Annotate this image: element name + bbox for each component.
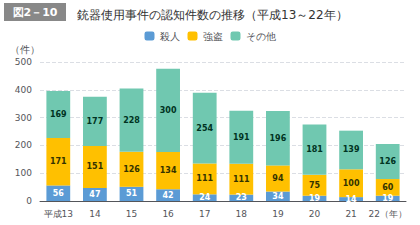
svg-text:228: 228: [123, 116, 140, 125]
svg-text:111: 111: [233, 175, 250, 184]
svg-text:銃器使用事件の認知件数の推移（平成13～22年）: 銃器使用事件の認知件数の推移（平成13～22年）: [77, 8, 348, 22]
svg-text:20: 20: [309, 209, 321, 219]
svg-text:22（年）: 22（年）: [368, 209, 406, 219]
svg-text:56: 56: [53, 189, 65, 198]
svg-text:196: 196: [270, 134, 287, 143]
svg-text:75: 75: [309, 181, 321, 190]
svg-text:134: 134: [160, 166, 177, 175]
svg-text:181: 181: [306, 145, 323, 154]
svg-text:171: 171: [50, 157, 67, 166]
svg-text:60: 60: [382, 183, 394, 192]
svg-text:100: 100: [343, 179, 360, 188]
svg-text:177: 177: [87, 117, 104, 126]
svg-text:（件）: （件）: [10, 44, 40, 55]
svg-text:111: 111: [196, 174, 213, 183]
svg-text:14: 14: [346, 195, 358, 204]
svg-text:21: 21: [345, 209, 356, 219]
svg-text:126: 126: [379, 157, 396, 166]
svg-text:126: 126: [123, 165, 140, 174]
svg-text:その他: その他: [246, 31, 276, 42]
svg-text:42: 42: [163, 191, 174, 200]
svg-text:100: 100: [15, 168, 32, 178]
svg-text:300: 300: [15, 113, 32, 123]
svg-text:34: 34: [272, 192, 284, 201]
svg-text:23: 23: [236, 193, 247, 202]
svg-text:400: 400: [15, 85, 32, 95]
svg-text:図2－10: 図2－10: [13, 6, 58, 19]
svg-text:殺人: 殺人: [160, 31, 180, 42]
svg-text:94: 94: [272, 174, 284, 183]
svg-text:強盗: 強盗: [203, 31, 223, 42]
svg-text:18: 18: [236, 209, 248, 219]
svg-text:17: 17: [199, 209, 210, 219]
svg-text:254: 254: [196, 124, 213, 133]
svg-text:平成13: 平成13: [44, 209, 73, 219]
svg-text:500: 500: [15, 57, 32, 67]
svg-text:0: 0: [26, 196, 32, 206]
svg-text:16: 16: [162, 209, 174, 219]
svg-text:191: 191: [233, 133, 250, 142]
svg-text:19: 19: [272, 209, 284, 219]
svg-text:19: 19: [382, 194, 394, 203]
svg-text:24: 24: [199, 193, 211, 202]
svg-text:139: 139: [343, 145, 360, 154]
svg-text:151: 151: [87, 162, 104, 171]
svg-text:15: 15: [126, 209, 137, 219]
svg-text:19: 19: [309, 194, 321, 203]
svg-text:14: 14: [89, 209, 101, 219]
svg-text:51: 51: [126, 189, 138, 198]
svg-text:47: 47: [89, 190, 100, 199]
svg-text:300: 300: [160, 106, 177, 115]
svg-text:169: 169: [50, 110, 67, 119]
svg-text:200: 200: [15, 140, 32, 150]
